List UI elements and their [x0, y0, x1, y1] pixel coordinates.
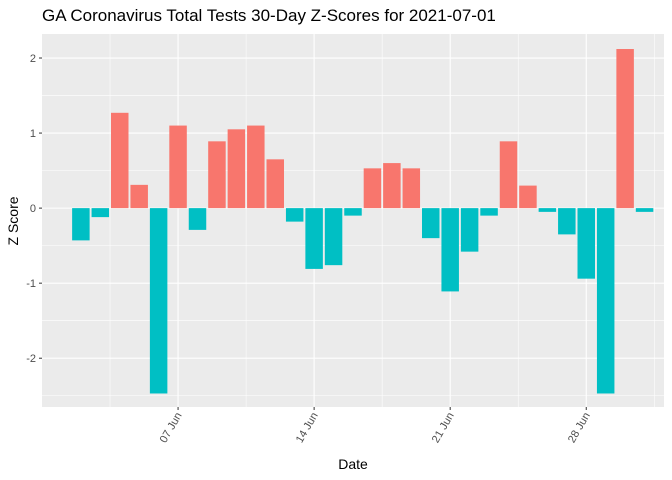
y-tick-label: 2	[30, 53, 36, 65]
x-tick-label: 21 Jun	[430, 411, 457, 446]
x-axis: 07 Jun 14 Jun 21 Jun 28 Jun	[158, 407, 593, 445]
bar	[169, 125, 187, 209]
x-axis-title: Date	[338, 456, 368, 472]
x-tick-label: 07 Jun	[158, 411, 185, 446]
chart-title: GA Coronavirus Total Tests 30-Day Z-Scor…	[42, 6, 496, 25]
bar	[538, 208, 557, 212]
bar	[499, 141, 518, 209]
y-axis: -2 -1 0 1 2	[26, 53, 42, 365]
bar	[558, 208, 576, 235]
x-tick-label: 28 Jun	[566, 411, 593, 446]
bar	[596, 208, 615, 394]
bar	[266, 159, 284, 209]
bar	[441, 208, 459, 292]
bar	[480, 208, 498, 216]
y-tick-label: 0	[30, 203, 36, 215]
bar	[460, 208, 479, 252]
bar	[324, 208, 343, 266]
bar	[635, 208, 654, 212]
bars	[72, 49, 654, 394]
bar	[305, 208, 323, 269]
bar	[616, 49, 634, 209]
bar	[227, 129, 246, 209]
y-tick-label: 1	[30, 128, 36, 140]
bar	[91, 208, 110, 218]
bar	[383, 163, 401, 209]
x-tick-label: 14 Jun	[294, 411, 321, 446]
bar	[577, 208, 595, 279]
bar	[519, 185, 537, 209]
bar	[111, 112, 129, 209]
bar	[285, 208, 304, 222]
minor-gridlines	[42, 34, 664, 407]
y-tick-label: -2	[26, 353, 36, 365]
bar	[344, 208, 362, 216]
bar	[247, 125, 265, 209]
bar	[422, 208, 440, 239]
y-tick-label: -1	[26, 278, 36, 290]
major-gridlines	[42, 34, 664, 407]
bar	[188, 208, 207, 230]
bar	[208, 141, 226, 209]
bar	[402, 168, 421, 209]
bar	[72, 208, 90, 241]
bar	[130, 184, 148, 209]
bar	[363, 168, 382, 209]
bar	[149, 208, 168, 394]
y-axis-title: Z Score	[5, 196, 21, 245]
